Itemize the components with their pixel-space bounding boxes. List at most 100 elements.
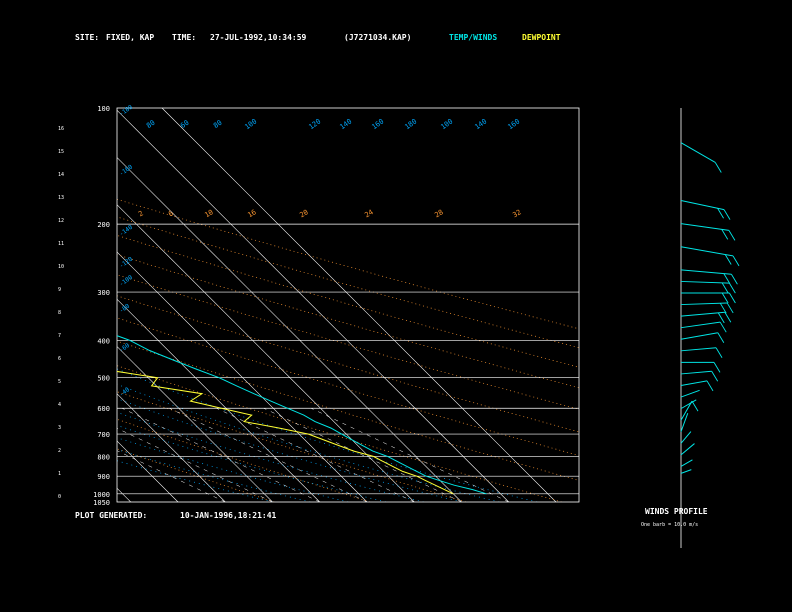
wind-barb-feather xyxy=(721,229,729,240)
theta-label: -60 xyxy=(118,342,131,354)
height-tick-label: 14 xyxy=(58,172,64,178)
wind-barb-feather xyxy=(706,380,714,392)
wind-barb xyxy=(680,459,693,467)
temperature-line xyxy=(117,335,487,495)
pressure-tick-label: 200 xyxy=(97,221,110,229)
theta-label: -120 xyxy=(118,256,134,270)
wind-barb xyxy=(680,443,695,456)
pressure-tick-label: 700 xyxy=(97,431,110,439)
isotherm-line xyxy=(117,346,273,502)
wind-barb-feather xyxy=(729,292,736,304)
wind-barb xyxy=(680,142,716,163)
moist-adiabat xyxy=(117,437,349,502)
wind-barb xyxy=(680,347,717,352)
isotherm-line xyxy=(117,204,415,502)
isotherm-line xyxy=(117,157,462,502)
winds-scale: One barb = 10.0 m/s xyxy=(641,522,699,528)
wind-barb-feather xyxy=(717,208,724,219)
height-tick-label: 7 xyxy=(58,333,61,339)
height-tick-label: 10 xyxy=(58,264,64,270)
wind-barb xyxy=(680,370,712,375)
mixing-ratio-line xyxy=(117,427,273,502)
wind-barb-feather xyxy=(723,209,731,220)
top-row-label: 120 xyxy=(307,117,322,131)
isotherm-line xyxy=(117,251,368,502)
wind-barb xyxy=(680,269,732,275)
theta-label: -180 xyxy=(118,104,134,118)
wind-barb xyxy=(680,431,692,444)
moist-adiabat xyxy=(117,398,462,502)
wind-barb-feather xyxy=(723,273,731,284)
dewpoint-line xyxy=(117,370,454,495)
mixing-ratio-line xyxy=(310,408,509,502)
mixing-ratio-line xyxy=(117,450,226,502)
wind-barb-feather xyxy=(721,282,729,294)
wind-barb-feather xyxy=(726,302,734,314)
wind-barb-feather xyxy=(724,312,732,323)
winds-profile xyxy=(680,108,740,548)
site-label: SITE: xyxy=(75,33,100,42)
pressure-tick-label: 900 xyxy=(97,473,110,481)
pressure-tick-label: 600 xyxy=(97,405,110,413)
top-row-label: 80 xyxy=(212,119,224,130)
height-tick-label: 13 xyxy=(58,195,64,201)
wind-barb xyxy=(680,223,729,231)
wind-barb-feather xyxy=(714,162,722,173)
theta-label: -140 xyxy=(118,224,134,238)
pressure-tick-label: 1050 xyxy=(93,499,110,507)
top-row-label: 160 xyxy=(370,117,385,131)
wind-barb xyxy=(680,399,697,410)
moist-adiabat xyxy=(117,383,500,502)
dry-adiabat xyxy=(117,317,579,456)
moist-adiabat xyxy=(117,368,538,502)
mixing-ratio-label: 20 xyxy=(298,208,309,219)
temp-winds-legend: TEMP/WINDS xyxy=(449,33,498,42)
wind-barb-feather xyxy=(731,274,738,285)
wind-barb xyxy=(680,246,734,257)
mixing-ratio-label: 24 xyxy=(363,208,374,219)
wind-barb xyxy=(680,469,692,474)
pressure-tick-label: 400 xyxy=(97,337,110,345)
dry-adiabat xyxy=(117,418,371,502)
isotherm-line xyxy=(117,109,509,502)
plot-frame xyxy=(116,107,580,503)
mixing-ratio-label: 6 xyxy=(167,209,175,218)
theta-label: -100 xyxy=(118,274,134,288)
adiabat-lines xyxy=(0,108,579,502)
pressure-tick-label: 500 xyxy=(97,375,110,383)
wind-barb xyxy=(680,280,730,284)
height-tick-label: 1 xyxy=(58,471,61,477)
height-tick-label: 5 xyxy=(58,379,61,385)
wind-barb xyxy=(680,380,708,386)
top-row-label: 160 xyxy=(506,117,521,131)
wind-barb-feather xyxy=(728,282,736,294)
height-tick-label: 16 xyxy=(58,126,64,132)
top-row-label: 140 xyxy=(338,117,353,131)
mixing-ratio-label: 16 xyxy=(246,208,257,219)
wind-barb-feather xyxy=(724,254,732,265)
top-row-label: 80 xyxy=(145,119,157,130)
height-tick-label: 11 xyxy=(58,241,64,247)
wind-barb xyxy=(680,311,725,317)
time-label: TIME: xyxy=(172,33,197,42)
height-tick-label: 0 xyxy=(58,494,61,500)
height-tick-label: 15 xyxy=(58,149,64,155)
height-tick-label: 2 xyxy=(58,448,61,454)
isotherm-line xyxy=(117,298,320,502)
dry-adiabat xyxy=(117,216,579,349)
mixing-ratio-line xyxy=(263,408,462,502)
dry-adiabat xyxy=(117,340,579,481)
grid-lines xyxy=(116,107,580,503)
dry-adiabat xyxy=(117,448,275,502)
mixing-ratio-label: 2 xyxy=(137,209,145,218)
wind-barb xyxy=(680,321,721,329)
height-tick-label: 8 xyxy=(58,310,61,316)
dewpoint-legend: DEWPOINT xyxy=(522,33,561,42)
mixing-ratio-label: 28 xyxy=(433,208,444,219)
isotherm-line xyxy=(0,108,84,502)
wind-barb-feather xyxy=(717,332,725,343)
theta-label: -40 xyxy=(118,386,131,398)
winds-profile-title: WINDS PROFILE xyxy=(645,507,708,516)
wind-barb-feather xyxy=(728,230,736,241)
